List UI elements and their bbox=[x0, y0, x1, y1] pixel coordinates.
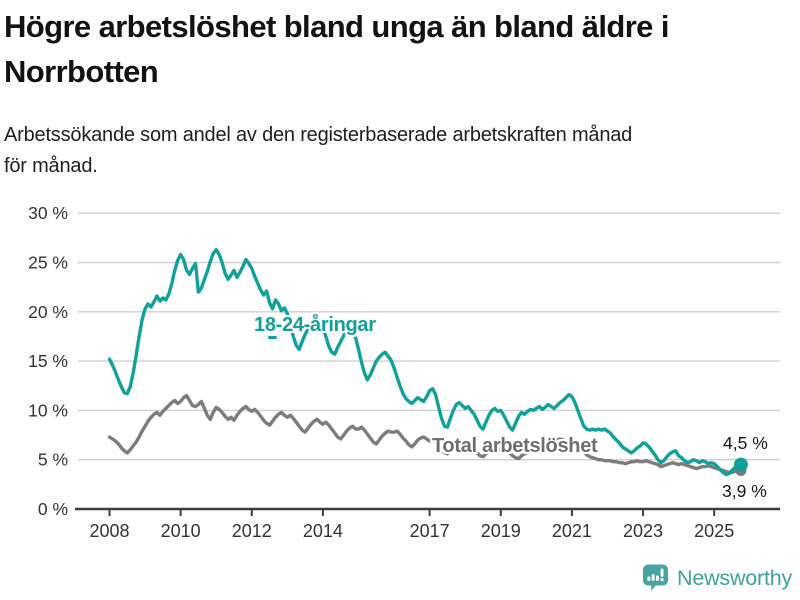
series-line-total bbox=[107, 393, 743, 475]
y-tick-label-30: 30 % bbox=[28, 203, 68, 223]
y-tick-label-20: 20 % bbox=[28, 302, 68, 322]
newsworthy-wordmark: Newsworthy bbox=[677, 565, 793, 590]
x-tick-label-2025: 2025 bbox=[694, 521, 734, 541]
total-series-label: Total arbetslöshet bbox=[432, 435, 598, 457]
young-end-value-label: 4,5 % bbox=[723, 433, 768, 453]
y-tick-label-0: 0 % bbox=[38, 499, 68, 519]
young-label-pointer bbox=[268, 336, 277, 339]
x-tick-label-2008: 2008 bbox=[89, 521, 129, 541]
chart-subtitle-line-1: Arbetssökande som andel av den registerb… bbox=[4, 124, 633, 146]
x-tick-label-2023: 2023 bbox=[623, 521, 663, 541]
x-tick-label-2017: 2017 bbox=[410, 521, 450, 541]
x-tick-label-2014: 2014 bbox=[303, 521, 343, 541]
total-end-value-label: 3,9 % bbox=[722, 481, 767, 501]
chart-subtitle: Arbetssökande som andel av den registerb… bbox=[4, 120, 784, 182]
chart-subtitle-line-2: för månad. bbox=[4, 155, 98, 177]
page-title-line-1: Högre arbetslöshet bland unga än bland ä… bbox=[4, 9, 669, 44]
series-line-young bbox=[107, 247, 743, 477]
x-tick-label-2019: 2019 bbox=[481, 521, 521, 541]
y-tick-label-15: 15 % bbox=[28, 351, 68, 371]
newsworthy-brand-link[interactable]: Newsworthy bbox=[642, 564, 792, 592]
y-tick-label-10: 10 % bbox=[28, 400, 68, 420]
endpoint-dot-young bbox=[733, 457, 748, 472]
x-tick-label-2021: 2021 bbox=[552, 521, 592, 541]
x-tick-label-2010: 2010 bbox=[161, 521, 201, 541]
y-tick-label-5: 5 % bbox=[38, 450, 68, 470]
y-tick-label-25: 25 % bbox=[28, 253, 68, 273]
young-series-label: 18-24-åringar bbox=[254, 314, 376, 336]
page-title-line-2: Norrbotten bbox=[4, 54, 159, 89]
x-tick-label-2012: 2012 bbox=[232, 521, 272, 541]
chart-header: Högre arbetslöshet bland unga än bland ä… bbox=[4, 4, 796, 94]
newsworthy-logo-icon bbox=[642, 564, 669, 592]
